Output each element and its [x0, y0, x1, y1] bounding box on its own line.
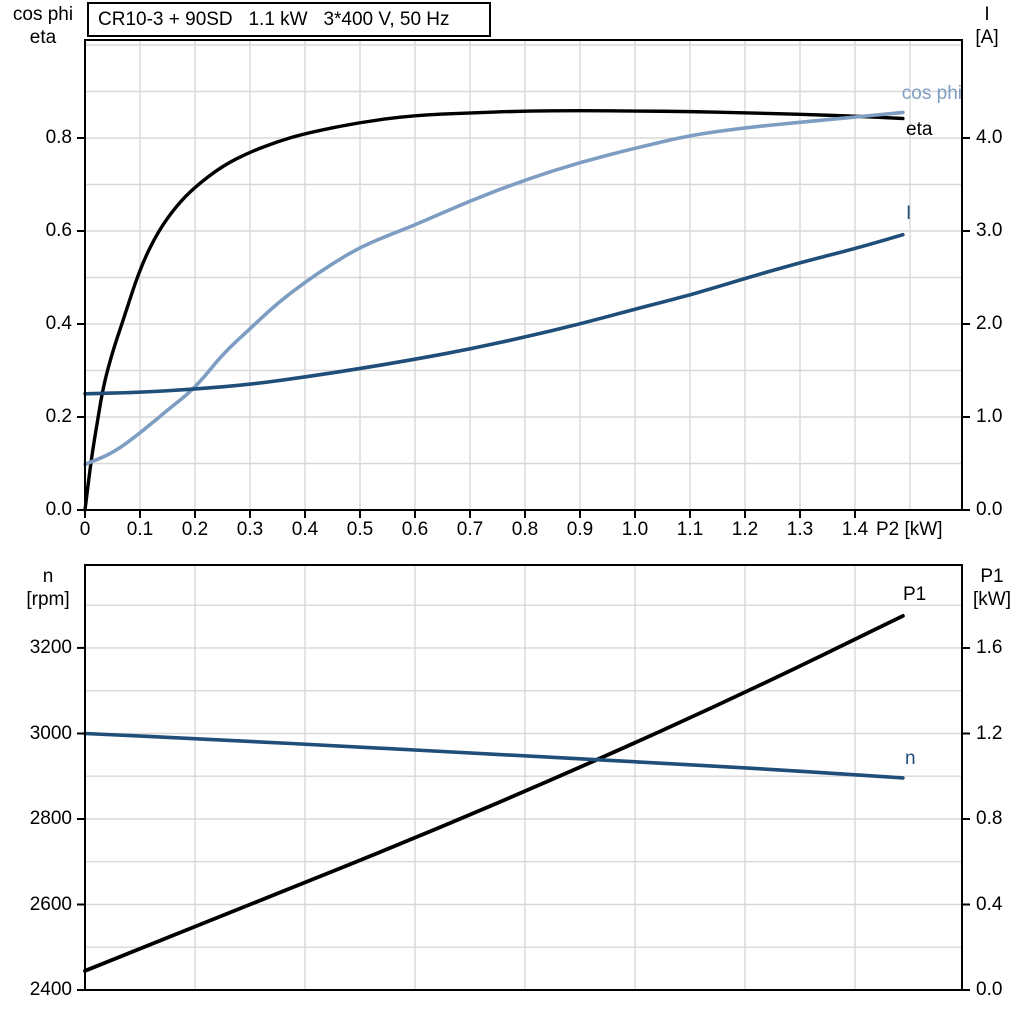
- curve-eta: [83, 109, 905, 512]
- right-tick-label: 0.8: [976, 808, 1003, 829]
- curve-n: [83, 731, 905, 780]
- curve-label-eta: eta: [906, 119, 933, 140]
- left-tick-label: 0.0: [45, 499, 72, 520]
- x-tick-label: 1.1: [676, 519, 704, 540]
- right-tick-label: 1.2: [976, 722, 1003, 744]
- axis-title-speed: n: [42, 566, 54, 587]
- curve-label-cos-phi: cos phi: [901, 83, 962, 104]
- x-tick-label: 1.4: [841, 519, 869, 540]
- left-tick-label: 3000: [29, 722, 72, 744]
- curve-label-p1: P1: [903, 584, 927, 605]
- x-tick-label: 0.5: [346, 519, 374, 540]
- axis-title-current: I: [984, 4, 990, 25]
- right-tick-label: 0.0: [976, 979, 1003, 1000]
- left-tick-label: 0.8: [45, 127, 72, 148]
- right-tick-label: 2.0: [976, 313, 1003, 334]
- left-tick-label: 3200: [29, 636, 72, 658]
- curve-i: [83, 232, 905, 396]
- chart-title-box: CR10-3 + 90SD 1.1 kW 3*400 V, 50 Hz: [87, 2, 491, 37]
- plot-frame: [84, 39, 963, 511]
- axis-title-cos-phi: cos phi: [12, 4, 74, 25]
- axis-title-eta: eta: [29, 27, 57, 48]
- axis-title-p1-unit: [kW]: [973, 589, 1011, 610]
- right-tick-label: 1.6: [976, 637, 1003, 658]
- left-tick-label: 0.4: [45, 313, 72, 334]
- right-tick-label: 0.4: [976, 893, 1003, 915]
- chart-title: CR10-3 + 90SD 1.1 kW 3*400 V, 50 Hz: [98, 8, 450, 30]
- x-tick-label: 1.0: [621, 519, 649, 540]
- x-tick-label: 0.9: [566, 519, 594, 540]
- x-tick-label: 0.6: [401, 519, 429, 540]
- curve-label-speed: n: [905, 748, 916, 769]
- x-tick-label: 0.4: [291, 519, 319, 540]
- left-tick-label: 2600: [29, 893, 72, 915]
- axis-title-current-unit: [A]: [975, 27, 999, 48]
- x-tick-label: 0.3: [236, 519, 264, 540]
- curve-cos-phi: [83, 110, 905, 467]
- plot-frame: [84, 564, 963, 991]
- x-axis-title: P2 [kW]: [876, 519, 943, 540]
- curve-p1: [83, 614, 905, 973]
- axis-title-speed-unit: [rpm]: [26, 589, 70, 610]
- axis-title-p1: P1: [980, 566, 1004, 587]
- x-tick-label: 0.7: [456, 519, 484, 540]
- x-tick-label: 0: [79, 519, 91, 540]
- left-tick-label: 0.2: [45, 406, 72, 427]
- x-tick-label: 1.3: [786, 519, 814, 540]
- right-tick-label: 0.0: [976, 499, 1003, 520]
- curve-label-current: I: [906, 203, 912, 224]
- x-tick-label: 0.8: [511, 519, 539, 540]
- bottom-chart: [77, 564, 970, 991]
- left-tick-label: 2400: [29, 979, 72, 1000]
- right-tick-label: 3.0: [976, 220, 1003, 241]
- x-tick-label: 0.1: [126, 519, 154, 540]
- x-tick-label: 0.2: [181, 519, 209, 540]
- x-tick-label: 1.2: [731, 519, 759, 540]
- right-tick-label: 1.0: [976, 406, 1003, 427]
- top-chart: [77, 39, 970, 518]
- left-tick-label: 0.6: [45, 220, 72, 241]
- right-tick-label: 4.0: [976, 127, 1003, 148]
- left-tick-label: 2800: [29, 808, 72, 829]
